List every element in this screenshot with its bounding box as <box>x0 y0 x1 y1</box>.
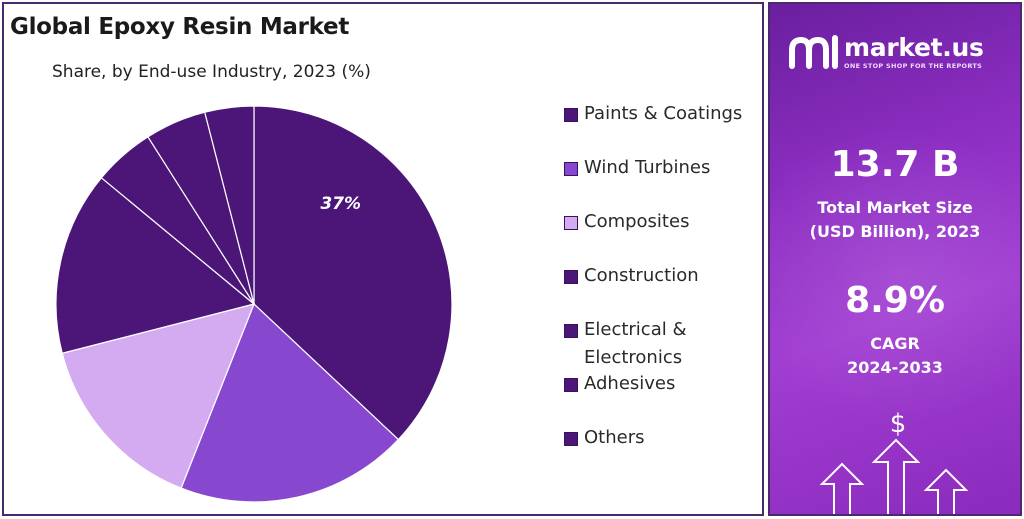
market-us-logo-icon <box>789 35 838 69</box>
legend-item: Paints & Coatings <box>564 100 742 128</box>
pie-chart: 37% <box>55 105 453 503</box>
legend-label: Others <box>584 427 645 448</box>
legend-label: Composites <box>584 211 690 232</box>
pie-slice-composites <box>61 303 255 489</box>
brand: market.us ONE STOP SHOP FOR THE REPORTS <box>788 32 984 72</box>
brand-tagline: ONE STOP SHOP FOR THE REPORTS <box>844 61 983 70</box>
market-size-value: 13.7 B <box>830 144 960 185</box>
legend-label: Adhesives <box>584 373 676 394</box>
pie-slice-construction <box>55 176 256 354</box>
legend-item: Others <box>564 424 645 452</box>
background-glow <box>770 124 1020 424</box>
legend-swatch <box>564 432 578 446</box>
legend-swatch <box>564 162 578 176</box>
cagr-label-1: CAGR <box>870 334 920 353</box>
growth-arrows-icon: $ <box>819 409 969 514</box>
brand-name: market.us <box>844 32 984 62</box>
legend-swatch <box>564 108 578 122</box>
legend-item: Wind Turbines <box>564 154 710 182</box>
chart-subtitle: Share, by End-use Industry, 2023 (%) <box>52 62 371 82</box>
market-size-label-1: Total Market Size <box>817 198 973 217</box>
legend-item: Adhesives <box>564 370 675 398</box>
legend-item: Electrical & Electronics <box>564 316 687 372</box>
chart-panel: Global Epoxy Resin Market Share, by End-… <box>2 2 764 516</box>
legend-swatch <box>564 216 578 230</box>
legend-label: Paints & Coatings <box>584 103 743 124</box>
legend-item: Composites <box>564 208 689 236</box>
legend-label: Electrical & Electronics <box>584 319 687 368</box>
legend-label: Construction <box>584 265 699 286</box>
pie-slice-wind-turbines <box>180 302 400 503</box>
pie-data-label: 37% <box>320 194 361 214</box>
legend-swatch <box>564 324 578 338</box>
chart-title: Global Epoxy Resin Market <box>10 14 350 40</box>
cagr-label-2: 2024-2033 <box>847 358 943 377</box>
summary-panel: market.us ONE STOP SHOP FOR THE REPORTS … <box>768 2 1022 516</box>
dollar-icon: $ <box>890 409 907 439</box>
pie-slice-paints-coatings <box>253 105 453 441</box>
market-size-label-2: (USD Billion), 2023 <box>809 222 981 241</box>
legend-swatch <box>564 378 578 392</box>
legend-swatch <box>564 270 578 284</box>
legend-label: Wind Turbines <box>584 157 711 178</box>
pie-slice-others <box>204 105 255 305</box>
cagr-value: 8.9% <box>845 280 945 321</box>
legend-item: Construction <box>564 262 699 290</box>
